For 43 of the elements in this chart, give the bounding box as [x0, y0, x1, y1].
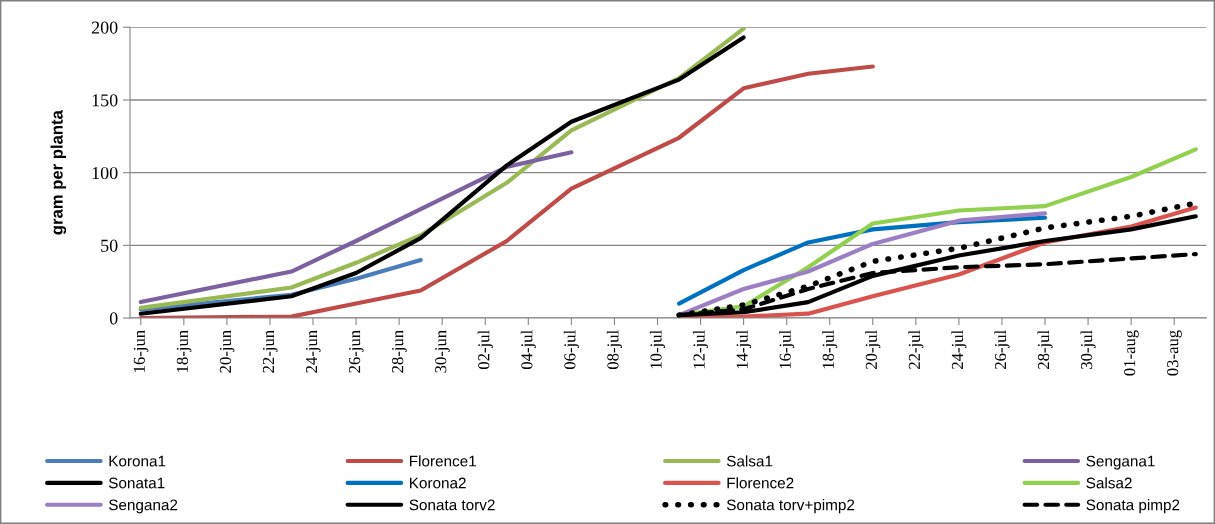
legend-label: Sonata pimp2: [1086, 499, 1180, 514]
x-tick-label: 26-jun: [349, 330, 364, 373]
y-tick-label: 100: [92, 166, 118, 180]
y-tick-label: 200: [91, 21, 118, 34]
y-tick-label: 150: [92, 94, 118, 107]
legend-label: Florence1: [410, 455, 476, 467]
x-tick-label: 02-jul: [477, 330, 493, 370]
x-tick-label: 12-jul: [692, 330, 709, 369]
legend-label: Korona2: [410, 477, 466, 489]
x-tick-label: 01-aug: [1124, 330, 1139, 376]
legend-label: Korona1: [109, 455, 166, 467]
x-tick-label: 16-jun: [133, 330, 149, 372]
y-tick-label: 50: [101, 239, 118, 252]
legend-label: Florence2: [727, 477, 794, 489]
legend-label: Sengana1: [1086, 455, 1155, 470]
x-tick-label: 26-jul: [994, 330, 1010, 369]
x-tick-label: 04-jul: [520, 330, 536, 370]
x-tick-label: 20-jun: [219, 330, 235, 373]
y-axis-title: gram per planta: [50, 110, 67, 235]
legend-label: Salsa1: [726, 455, 773, 467]
x-tick-label: 24-jun: [305, 330, 321, 373]
legend-label: Sonata1: [108, 477, 165, 489]
legend-label: Sonata torv+pimp2: [726, 499, 855, 514]
legend-label: Sonata torv2: [409, 499, 495, 511]
x-tick-label: 10-jul: [649, 330, 666, 369]
x-tick-label: 20-jul: [865, 330, 881, 369]
x-tick-label: 14-jul: [736, 330, 752, 369]
x-tick-label: 18-jul: [822, 330, 838, 369]
x-tick-label: 30-jun: [435, 330, 450, 373]
x-tick-label: 08-jul: [606, 330, 622, 370]
x-tick-label: 28-jun: [392, 330, 407, 373]
x-tick-label: 22-jun: [262, 330, 278, 373]
x-tick-label: 22-jul: [908, 330, 924, 369]
x-tick-label: 16-jul: [779, 330, 795, 369]
x-tick-label: 03-aug: [1167, 330, 1182, 376]
x-tick-label: 30-jul: [1080, 330, 1096, 369]
x-tick-label: 24-jul: [951, 330, 967, 369]
x-tick-label: 28-jul: [1037, 330, 1053, 369]
x-tick-label: 06-jul: [563, 330, 579, 370]
legend-label: Salsa2: [1086, 477, 1132, 489]
y-tick-label: 0: [109, 312, 118, 325]
legend-label: Sengana2: [108, 499, 178, 514]
x-tick-label: 18-jun: [176, 330, 192, 372]
